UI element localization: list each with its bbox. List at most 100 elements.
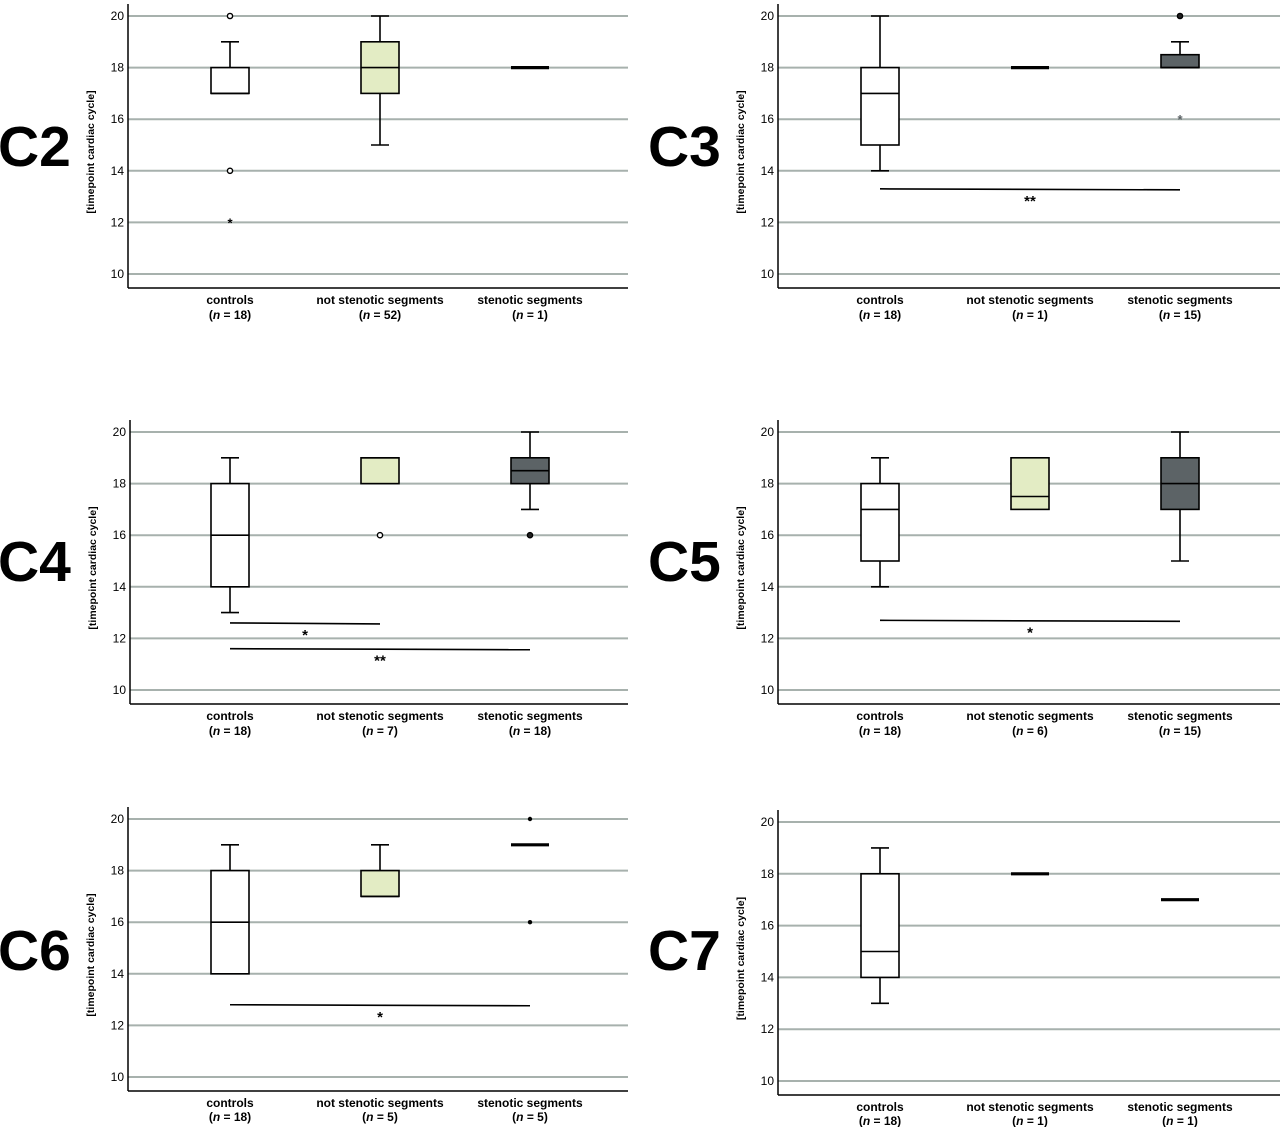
significance-bar [879,188,1181,191]
y-tick-label: 18 [111,864,125,878]
y-tick-label: 18 [761,61,775,75]
y-axis-label: [timepoint cardiac cycle] [87,506,99,629]
panel-label: C7 [648,919,721,983]
y-axis-label: [timepoint cardiac cycle] [735,90,747,213]
x-category-n: (n = 52) [359,308,401,322]
x-category-label: not stenotic segments [966,709,1094,723]
x-category-label: stenotic segments [477,1096,583,1110]
y-tick-label: 20 [761,425,775,439]
outlier-circle [376,531,384,539]
outlier-circle [226,12,234,20]
y-tick-label: 12 [113,631,127,645]
y-tick-label: 16 [761,528,775,542]
x-category-n: (n = 1) [1012,308,1048,322]
x-category-n: (n = 5) [362,1110,398,1124]
box-2 [1010,456,1050,511]
y-axis-label: [timepoint cardiac cycle] [85,893,97,1016]
outlier-circle [226,167,234,175]
y-axis-label: [timepoint cardiac cycle] [85,90,97,213]
box-iqr [360,456,400,485]
box-3 [511,816,549,925]
y-tick-label: 10 [111,1070,125,1084]
y-tick-label: 20 [761,815,775,829]
panel-c6: C6 10 12 14 16 18 20 [timepoint cardiac cycle] *… [0,807,628,1124]
significance-label: * [1027,624,1033,641]
y-tick-label: 18 [761,867,775,881]
y-tick-label: 10 [761,683,775,697]
panel-label: C3 [648,115,721,179]
panel-c3: C3 10 12 14 16 18 20 [timepoint cardiac cycle] *… [648,4,1280,322]
significance-label: * [302,627,308,644]
x-category-n: (n = 15) [1159,724,1201,738]
x-category-label: not stenotic segments [966,1100,1094,1114]
x-category-label: stenotic segments [1127,293,1233,307]
y-tick-label: 16 [761,919,775,933]
box-iqr [360,869,400,898]
x-category-n: (n = 18) [859,308,901,322]
y-tick-label: 10 [113,683,127,697]
panel-label: C6 [0,919,71,983]
outlier-circle [1176,12,1184,20]
y-tick-label: 18 [113,477,127,491]
box-1 [860,456,900,588]
x-category-label: not stenotic segments [316,709,444,723]
x-category-n: (n = 18) [859,724,901,738]
box-2 [360,843,400,898]
y-tick-label: 14 [113,580,127,594]
y-tick-label: 16 [111,112,125,126]
box-1 [210,456,250,614]
panel-label: C2 [0,115,71,179]
x-category-label: controls [206,709,254,723]
y-tick-label: 16 [761,112,775,126]
box-iqr [860,66,900,146]
y-tick-label: 16 [113,528,127,542]
y-tick-label: 12 [761,215,775,229]
x-category-n: (n = 1) [1012,1114,1048,1127]
x-category-label: stenotic segments [477,709,583,723]
panel-c7: C7 10 12 14 16 18 20 [timepoint cardiac cycle] c… [648,810,1280,1127]
box-1: * [210,12,250,230]
y-tick-label: 10 [761,267,775,281]
y-tick-label: 14 [761,164,775,178]
y-tick-label: 16 [111,915,125,929]
y-tick-label: 10 [761,1074,775,1088]
box-1 [210,843,250,975]
box-iqr [210,66,250,95]
x-category-label: controls [206,293,254,307]
panel-label: C4 [0,530,71,594]
box-2 [360,456,400,539]
y-axis-label: [timepoint cardiac cycle] [735,897,747,1020]
x-category-n: (n = 18) [209,1110,251,1124]
x-category-label: not stenotic segments [966,293,1094,307]
y-tick-label: 12 [111,215,125,229]
y-tick-label: 18 [761,477,775,491]
x-category-label: not stenotic segments [316,293,444,307]
significance-bar [229,647,531,651]
y-tick-label: 20 [111,812,125,826]
x-category-label: stenotic segments [1127,709,1233,723]
box-3 [510,431,550,539]
significance-bar [229,622,381,625]
box-1 [860,847,900,1005]
y-tick-label: 14 [111,967,125,981]
panel-c4: C4 10 12 14 16 18 20 [timepoint cardiac cycle] *… [0,420,628,738]
y-tick-label: 14 [761,580,775,594]
y-axis-label: [timepoint cardiac cycle] [735,506,747,629]
x-category-n: (n = 18) [509,724,551,738]
box-iqr [860,872,900,979]
significance-label: * [377,1009,383,1026]
x-category-n: (n = 15) [1159,308,1201,322]
y-tick-label: 12 [761,1022,775,1036]
x-category-label: controls [206,1096,254,1110]
x-category-n: (n = 1) [1162,1114,1198,1127]
significance-label: ** [1024,193,1036,210]
y-tick-label: 20 [761,9,775,23]
significance-bar [879,619,1181,623]
outlier-dot [527,920,533,925]
x-category-n: (n = 1) [512,308,548,322]
outlier-circle [526,531,534,539]
x-category-n: (n = 18) [859,1114,901,1127]
y-tick-label: 12 [111,1018,125,1032]
y-tick-label: 20 [111,9,125,23]
panel-c5: C5 10 12 14 16 18 20 [timepoint cardiac cycle] *… [648,420,1280,738]
